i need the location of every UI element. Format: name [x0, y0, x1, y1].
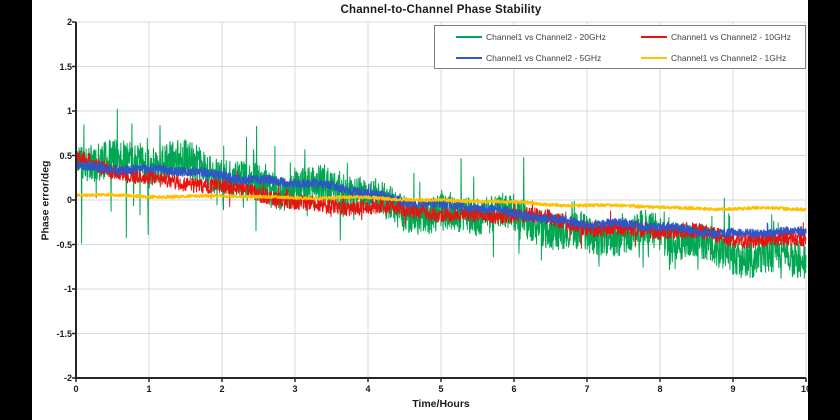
y-tick-label: 1 — [66, 106, 72, 116]
x-tick-label: 5 — [438, 384, 444, 394]
legend-line-swatch-1ghz — [641, 56, 667, 59]
y-tick-label: 2 — [66, 17, 72, 27]
y-tick-label: -2 — [63, 373, 72, 383]
legend-item-10ghz: Channel1 vs Channel2 - 10GHz — [620, 32, 805, 42]
legend-item-5ghz: Channel1 vs Channel2 - 5GHz — [435, 53, 620, 63]
legend-label-10ghz: Channel1 vs Channel2 - 10GHz — [671, 31, 792, 42]
legend-item-1ghz: Channel1 vs Channel2 - 1GHz — [620, 53, 805, 63]
legend-box: Channel1 vs Channel2 - 20GHz Channel1 vs… — [434, 25, 806, 69]
x-axis-title: Time/Hours — [412, 398, 470, 410]
y-tick-label: 0 — [66, 195, 72, 205]
legend-label-20ghz: Channel1 vs Channel2 - 20GHz — [486, 31, 607, 42]
letterbox-bar-right — [808, 0, 840, 420]
series-line-1 — [75, 150, 807, 249]
x-tick-label: 9 — [730, 384, 736, 394]
y-tick-label: -0.5 — [56, 239, 72, 250]
legend-line-swatch-10ghz — [641, 35, 667, 38]
x-tick-label: 7 — [584, 384, 590, 394]
y-axis-title: Phase error/deg — [39, 160, 52, 241]
axes — [72, 21, 807, 382]
x-tick-label: 2 — [219, 384, 225, 394]
series-line-2 — [75, 161, 807, 239]
chart-canvas: Channel-to-Channel Phase Stability 2 1.5 1… — [32, 0, 811, 420]
y-tick-label: 1.5 — [59, 61, 72, 72]
y-tick-label: 0.5 — [59, 150, 72, 161]
x-tick-label: 10 — [800, 384, 811, 394]
legend-label-1ghz: Channel1 vs Channel2 - 1GHz — [671, 52, 787, 63]
x-tick-label: 0 — [73, 384, 79, 394]
x-tick-label: 1 — [146, 384, 152, 394]
x-tick-label: 3 — [292, 384, 298, 394]
series-lines — [75, 108, 807, 279]
legend-label-5ghz: Channel1 vs Channel2 - 5GHz — [486, 52, 602, 63]
series-line-3 — [75, 192, 807, 212]
legend-item-20ghz: Channel1 vs Channel2 - 20GHz — [435, 32, 620, 42]
chart-title: Channel-to-Channel Phase Stability — [340, 4, 542, 16]
x-tick-label: 4 — [365, 384, 371, 394]
x-tick-label: 6 — [511, 384, 517, 394]
y-tick-label: -1.5 — [56, 328, 72, 339]
plot-area — [72, 21, 807, 382]
legend-line-swatch-20ghz — [456, 35, 482, 38]
x-tick-label: 8 — [657, 384, 663, 394]
legend-line-swatch-5ghz — [456, 56, 482, 59]
y-tick-label: -1 — [63, 284, 72, 294]
letterbox-bar-left — [0, 0, 32, 420]
